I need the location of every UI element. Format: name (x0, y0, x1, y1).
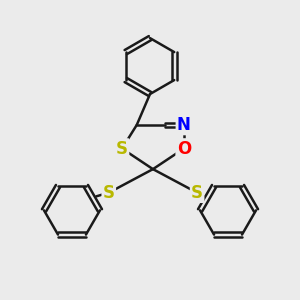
Text: S: S (191, 184, 203, 202)
Text: O: O (177, 140, 191, 158)
Text: N: N (177, 116, 191, 134)
Text: S: S (103, 184, 115, 202)
Text: S: S (116, 140, 128, 158)
